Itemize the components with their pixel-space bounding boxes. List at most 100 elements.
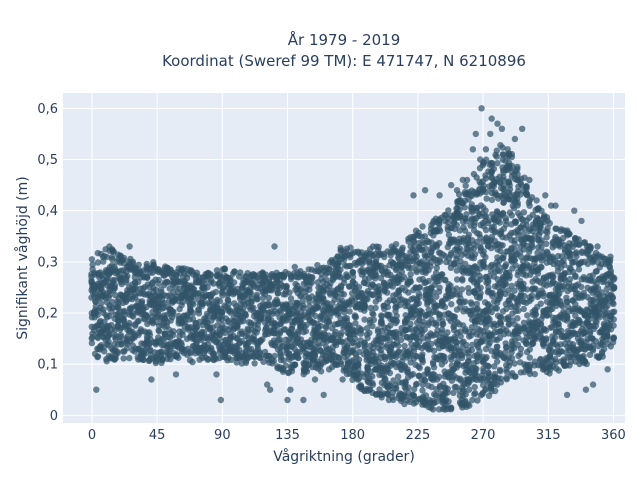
data-point — [496, 319, 504, 326]
data-point — [441, 303, 449, 311]
data-point — [317, 322, 324, 330]
data-point — [346, 262, 353, 270]
data-point — [159, 355, 167, 363]
data-point — [244, 330, 251, 337]
data-point — [376, 386, 383, 393]
data-point — [337, 266, 344, 273]
data-point — [271, 352, 278, 360]
data-point — [253, 329, 260, 336]
data-point — [583, 360, 590, 368]
data-point — [367, 304, 374, 312]
data-point — [335, 253, 342, 260]
data-point — [450, 389, 457, 396]
data-point — [105, 338, 112, 345]
data-point — [582, 386, 590, 393]
data-point — [416, 293, 423, 300]
data-point — [123, 345, 131, 352]
data-point — [499, 242, 506, 249]
data-point — [429, 406, 437, 413]
data-point — [555, 367, 562, 374]
x-tick-label: 45 — [149, 428, 166, 443]
data-point — [492, 387, 499, 395]
y-axis-label: Signifikant våghöjd (m) — [14, 176, 31, 339]
data-point — [543, 214, 551, 221]
data-point — [419, 318, 427, 325]
data-point — [436, 192, 443, 199]
data-point — [251, 360, 258, 367]
data-point — [291, 361, 299, 369]
data-point — [265, 294, 273, 302]
data-point — [400, 273, 408, 281]
data-point — [466, 353, 473, 360]
data-point — [242, 312, 249, 319]
data-point — [395, 348, 403, 355]
data-point — [552, 202, 559, 209]
data-point — [410, 192, 417, 199]
data-point — [482, 146, 490, 153]
data-point — [280, 357, 287, 364]
data-point — [610, 300, 617, 308]
data-point — [514, 166, 521, 173]
data-point — [132, 284, 139, 291]
data-point — [117, 276, 124, 283]
data-point — [106, 243, 113, 250]
data-point — [297, 286, 304, 294]
data-point — [453, 221, 460, 229]
data-point — [531, 370, 538, 378]
data-point — [563, 391, 571, 399]
data-point — [544, 229, 551, 236]
data-point — [344, 344, 351, 351]
data-point — [303, 321, 310, 329]
data-point — [287, 295, 295, 302]
data-point — [526, 202, 533, 209]
data-point — [143, 274, 151, 281]
data-point — [573, 253, 580, 260]
data-point — [497, 375, 504, 382]
data-point — [416, 284, 423, 291]
data-point — [494, 358, 501, 365]
data-point — [335, 309, 342, 317]
data-point — [238, 328, 246, 335]
data-point — [611, 308, 618, 315]
data-point — [126, 243, 133, 250]
data-point — [392, 319, 399, 327]
data-point — [519, 125, 526, 132]
data-point — [555, 320, 562, 327]
data-point — [575, 266, 583, 273]
data-point — [89, 261, 96, 268]
data-point — [374, 293, 382, 300]
data-point — [578, 283, 585, 291]
data-point — [287, 386, 294, 393]
data-point — [453, 187, 461, 194]
data-point — [96, 274, 103, 281]
data-point — [445, 398, 452, 405]
data-point — [479, 162, 486, 169]
data-point — [448, 181, 455, 189]
data-point — [217, 396, 225, 404]
chart-title-line-1: År 1979 - 2019 — [288, 30, 401, 49]
data-point — [188, 284, 196, 291]
data-point — [369, 381, 377, 388]
data-point — [245, 279, 252, 286]
data-point — [225, 318, 232, 326]
data-point — [604, 366, 611, 373]
data-point — [395, 342, 402, 349]
data-point — [109, 298, 116, 306]
data-point — [364, 371, 371, 378]
data-point — [172, 371, 180, 378]
data-point — [325, 318, 332, 325]
data-point — [471, 389, 479, 397]
data-point — [274, 279, 281, 286]
data-point — [488, 115, 495, 122]
y-tick-label: 0,5 — [37, 153, 58, 168]
y-tick-label: 0,6 — [37, 102, 58, 117]
data-point — [323, 276, 330, 283]
data-point — [205, 313, 212, 320]
data-point — [462, 182, 469, 189]
data-point — [482, 226, 490, 234]
data-point — [476, 293, 484, 300]
data-point — [326, 266, 333, 273]
data-point — [384, 289, 391, 296]
x-tick-label: 180 — [340, 428, 365, 443]
data-point — [459, 275, 466, 283]
